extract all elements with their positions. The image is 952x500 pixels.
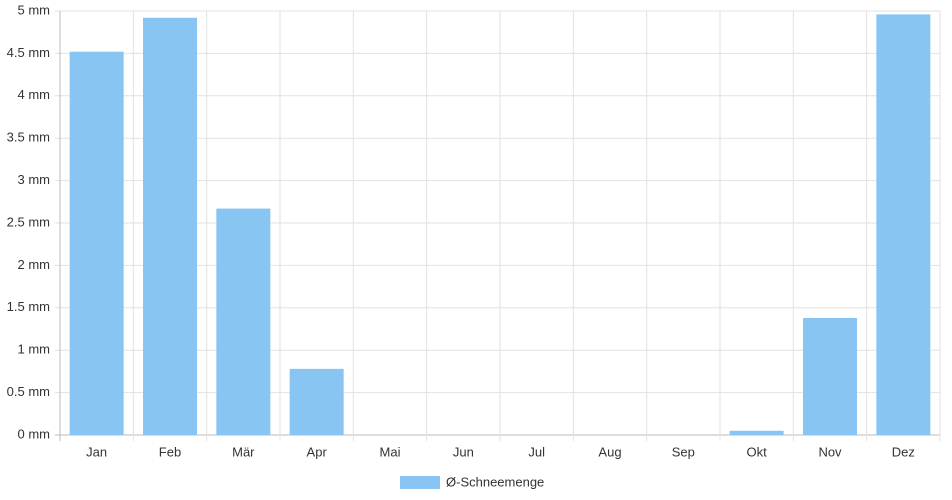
x-tick-label: Okt [747,444,768,459]
y-tick-label: 0 mm [18,426,51,441]
bar [876,14,931,436]
x-tick-label: Nov [818,444,842,459]
y-tick-label: 1.5 mm [7,299,50,314]
y-tick-label: 1 mm [18,342,51,357]
bar [143,17,197,436]
x-tick-label: Jun [453,444,474,459]
x-tick-label: Feb [159,444,181,459]
y-tick-label: 0.5 mm [7,384,50,399]
y-tick-label: 2 mm [18,257,51,272]
y-tick-label: 2.5 mm [7,214,50,229]
x-tick-label: Apr [307,444,328,459]
y-tick-label: 3.5 mm [7,130,50,145]
y-tick-label: 4.5 mm [7,45,50,60]
x-tick-label: Mär [232,444,255,459]
x-tick-label: Dez [892,444,915,459]
x-tick-label: Jan [86,444,107,459]
x-tick-label: Jul [528,444,545,459]
bar [729,430,784,435]
legend-label: Ø-Schneemenge [446,474,544,489]
legend-swatch [400,476,440,489]
y-tick-label: 4 mm [18,87,51,102]
y-tick-label: 3 mm [18,172,51,187]
bar [216,208,271,435]
bar [803,317,857,435]
x-tick-label: Aug [598,444,621,459]
x-tick-label: Mai [380,444,401,459]
x-tick-label: Sep [672,444,695,459]
y-tick-label: 5 mm [18,2,51,17]
bar [69,51,124,435]
bar [289,368,344,435]
